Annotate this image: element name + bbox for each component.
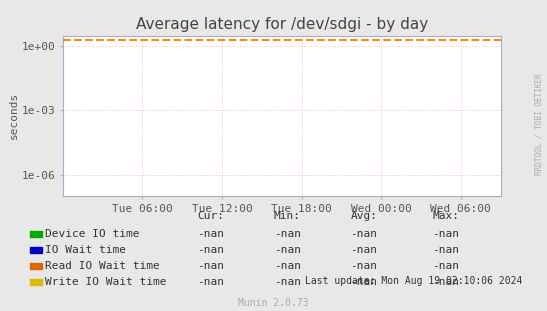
Text: -nan: -nan — [433, 261, 459, 271]
Text: Max:: Max: — [433, 211, 459, 221]
Text: -nan: -nan — [197, 277, 224, 287]
Text: Read IO Wait time: Read IO Wait time — [45, 261, 160, 271]
Text: -nan: -nan — [197, 261, 224, 271]
Text: Cur:: Cur: — [197, 211, 224, 221]
Text: Avg:: Avg: — [351, 211, 377, 221]
Text: Munin 2.0.73: Munin 2.0.73 — [238, 298, 309, 308]
Text: RRDTOOL / TOBI OETIKER: RRDTOOL / TOBI OETIKER — [534, 73, 543, 175]
Text: -nan: -nan — [274, 245, 301, 255]
Text: IO Wait time: IO Wait time — [45, 245, 126, 255]
Text: -nan: -nan — [351, 277, 377, 287]
Text: Device IO time: Device IO time — [45, 229, 139, 239]
Text: -nan: -nan — [274, 229, 301, 239]
Text: -nan: -nan — [197, 229, 224, 239]
Text: -nan: -nan — [433, 245, 459, 255]
Text: -nan: -nan — [274, 261, 301, 271]
Text: Write IO Wait time: Write IO Wait time — [45, 277, 166, 287]
Text: -nan: -nan — [197, 245, 224, 255]
Text: -nan: -nan — [351, 229, 377, 239]
Y-axis label: seconds: seconds — [9, 92, 19, 139]
Text: -nan: -nan — [433, 229, 459, 239]
Text: -nan: -nan — [433, 277, 459, 287]
Text: -nan: -nan — [351, 245, 377, 255]
Text: -nan: -nan — [351, 261, 377, 271]
Text: Min:: Min: — [274, 211, 301, 221]
Text: -nan: -nan — [274, 277, 301, 287]
Text: Last update: Mon Aug 19 02:10:06 2024: Last update: Mon Aug 19 02:10:06 2024 — [305, 276, 522, 286]
Title: Average latency for /dev/sdgi - by day: Average latency for /dev/sdgi - by day — [136, 17, 428, 32]
